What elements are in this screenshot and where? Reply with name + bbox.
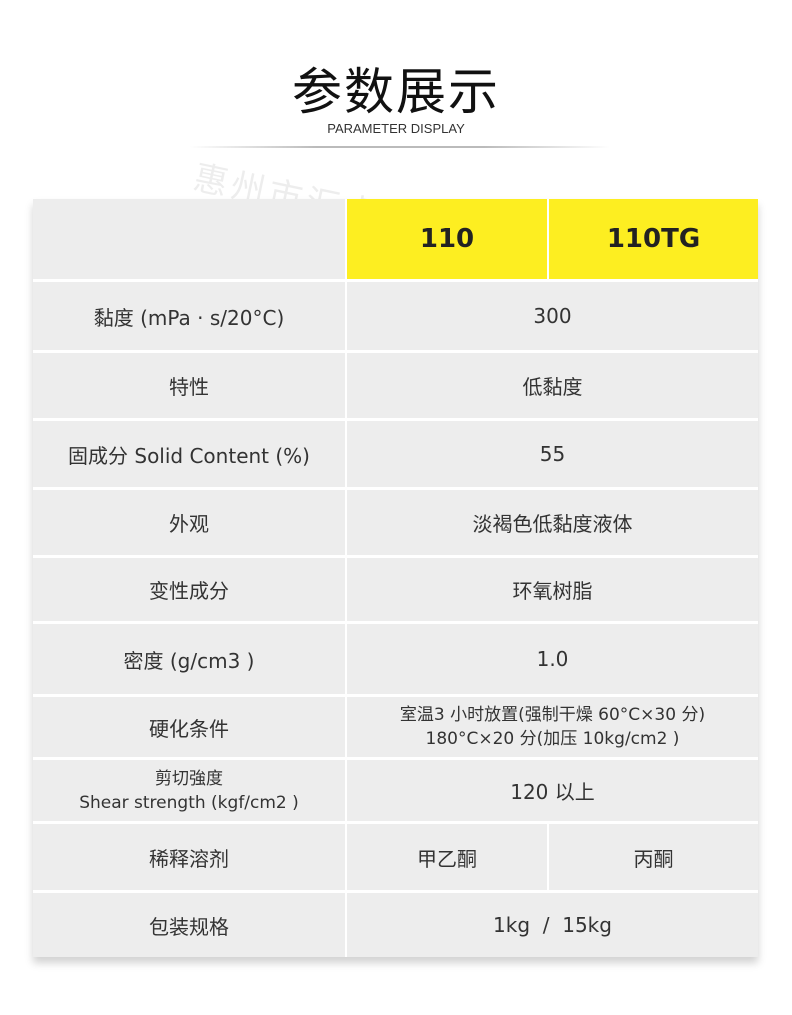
table-row: 硬化条件 室温3 小时放置(强制干燥 60°C×30 分) 180°C×20 分… bbox=[33, 697, 758, 757]
row-label: 剪切強度 Shear strength (kgf/cm2 ) bbox=[33, 760, 345, 821]
value-line: 室温3 小时放置(强制干燥 60°C×30 分) bbox=[399, 705, 706, 725]
page-subtitle: PARAMETER DISPLAY bbox=[327, 121, 465, 136]
row-value: 55 bbox=[347, 421, 758, 487]
column-header-110tg: 110TG bbox=[549, 199, 758, 279]
table-header-row: 110 110TG bbox=[33, 199, 758, 279]
table-row: 变性成分 环氧树脂 bbox=[33, 558, 758, 621]
row-value: 淡褐色低黏度液体 bbox=[347, 490, 758, 555]
row-label: 固成分 Solid Content (%) bbox=[33, 421, 345, 487]
row-value-110tg: 丙酮 bbox=[549, 824, 758, 890]
row-label: 包装规格 bbox=[33, 893, 345, 957]
page-title: 参数展示 bbox=[292, 63, 500, 121]
table-row: 固成分 Solid Content (%) 55 bbox=[33, 421, 758, 487]
row-value: 环氧树脂 bbox=[347, 558, 758, 621]
table-row: 包装规格 1kg / 15kg bbox=[33, 893, 758, 957]
row-value-110: 甲乙酮 bbox=[347, 824, 547, 890]
header-empty-cell bbox=[33, 199, 345, 279]
value-line: 180°C×20 分(加压 10kg/cm2 ) bbox=[425, 729, 680, 749]
row-label: 变性成分 bbox=[33, 558, 345, 621]
label-line: Shear strength (kgf/cm2 ) bbox=[79, 792, 299, 813]
label-line: 剪切強度 bbox=[155, 768, 223, 789]
row-value: 120 以上 bbox=[347, 760, 758, 821]
row-label: 黏度 (mPa · s/20°C) bbox=[33, 282, 345, 350]
divider bbox=[190, 146, 610, 148]
row-value: 低黏度 bbox=[347, 353, 758, 418]
table-row: 特性 低黏度 bbox=[33, 353, 758, 418]
row-value: 300 bbox=[347, 282, 758, 350]
row-label: 稀释溶剂 bbox=[33, 824, 345, 890]
row-label: 密度 (g/cm3 ) bbox=[33, 624, 345, 694]
row-value: 1.0 bbox=[347, 624, 758, 694]
table-row: 剪切強度 Shear strength (kgf/cm2 ) 120 以上 bbox=[33, 760, 758, 821]
row-label: 硬化条件 bbox=[33, 697, 345, 757]
parameter-table: 110 110TG 黏度 (mPa · s/20°C) 300 特性 低黏度 固… bbox=[33, 199, 758, 957]
row-value: 1kg / 15kg bbox=[347, 893, 758, 957]
column-header-110: 110 bbox=[347, 199, 547, 279]
row-label: 外观 bbox=[33, 490, 345, 555]
table-row: 外观 淡褐色低黏度液体 bbox=[33, 490, 758, 555]
row-label: 特性 bbox=[33, 353, 345, 418]
table-row: 密度 (g/cm3 ) 1.0 bbox=[33, 624, 758, 694]
table-row: 黏度 (mPa · s/20°C) 300 bbox=[33, 282, 758, 350]
row-value: 室温3 小时放置(强制干燥 60°C×30 分) 180°C×20 分(加压 1… bbox=[347, 697, 758, 757]
table-row: 稀释溶剂 甲乙酮 丙酮 bbox=[33, 824, 758, 890]
